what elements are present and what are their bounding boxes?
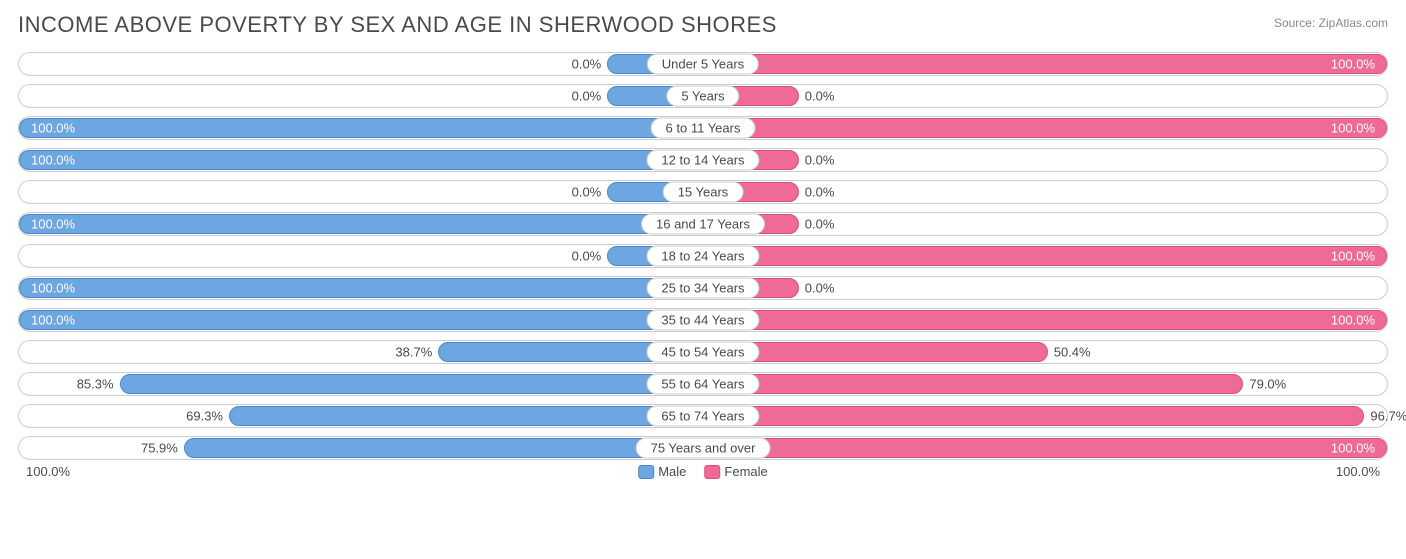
legend-item: Male <box>638 464 686 479</box>
female-value-label: 50.4% <box>1054 345 1091 360</box>
male-bar <box>19 150 703 170</box>
female-value-label: 100.0% <box>1331 249 1375 264</box>
category-label: 6 to 11 Years <box>651 118 756 139</box>
female-bar <box>703 438 1387 458</box>
male-bar <box>19 118 703 138</box>
male-value-label: 100.0% <box>31 153 75 168</box>
male-value-label: 100.0% <box>31 217 75 232</box>
male-value-label: 0.0% <box>572 57 602 72</box>
female-value-label: 0.0% <box>805 281 835 296</box>
female-value-label: 0.0% <box>805 185 835 200</box>
female-value-label: 100.0% <box>1331 313 1375 328</box>
chart-legend: Male Female <box>638 464 768 479</box>
male-bar <box>229 406 703 426</box>
legend-item: Female <box>704 464 767 479</box>
male-bar <box>120 374 703 394</box>
female-value-label: 0.0% <box>805 153 835 168</box>
category-label: 75 Years and over <box>636 438 771 459</box>
category-label: 45 to 54 Years <box>646 342 759 363</box>
female-value-label: 0.0% <box>805 217 835 232</box>
chart-row: 100.0% 0.0% 25 to 34 Years <box>18 276 1388 300</box>
female-bar <box>703 246 1387 266</box>
category-label: 25 to 34 Years <box>646 278 759 299</box>
chart-source: Source: ZipAtlas.com <box>1274 16 1388 30</box>
chart-row: 100.0% 100.0% 35 to 44 Years <box>18 308 1388 332</box>
male-bar <box>184 438 703 458</box>
male-value-label: 38.7% <box>395 345 432 360</box>
male-bar <box>19 310 703 330</box>
chart-row: 100.0% 0.0% 12 to 14 Years <box>18 148 1388 172</box>
chart-header: INCOME ABOVE POVERTY BY SEX AND AGE IN S… <box>18 12 1388 38</box>
male-value-label: 0.0% <box>572 185 602 200</box>
male-value-label: 69.3% <box>186 409 223 424</box>
category-label: 5 Years <box>666 86 739 107</box>
category-label: Under 5 Years <box>647 54 759 75</box>
category-label: 15 Years <box>663 182 744 203</box>
chart-row: 69.3%96.7%65 to 74 Years <box>18 404 1388 428</box>
legend-label: Male <box>658 464 686 479</box>
category-label: 65 to 74 Years <box>646 406 759 427</box>
male-bar <box>19 278 703 298</box>
chart-row: 75.9% 100.0% 75 Years and over <box>18 436 1388 460</box>
axis-right-label: 100.0% <box>1336 464 1380 479</box>
category-label: 55 to 64 Years <box>646 374 759 395</box>
chart-title: INCOME ABOVE POVERTY BY SEX AND AGE IN S… <box>18 12 777 38</box>
male-value-label: 100.0% <box>31 281 75 296</box>
legend-label: Female <box>724 464 767 479</box>
category-label: 35 to 44 Years <box>646 310 759 331</box>
chart-row: 0.0% 100.0% Under 5 Years <box>18 52 1388 76</box>
female-value-label: 96.7% <box>1370 409 1406 424</box>
axis-left-label: 100.0% <box>26 464 70 479</box>
female-value-label: 79.0% <box>1249 377 1286 392</box>
chart-row: 0.0% 0.0% 5 Years <box>18 84 1388 108</box>
category-label: 18 to 24 Years <box>646 246 759 267</box>
chart-row: 100.0% 100.0% 6 to 11 Years <box>18 116 1388 140</box>
chart-row: 100.0% 0.0% 16 and 17 Years <box>18 212 1388 236</box>
female-bar <box>703 406 1364 426</box>
female-bar <box>703 374 1243 394</box>
legend-swatch <box>638 465 654 479</box>
female-value-label: 100.0% <box>1331 441 1375 456</box>
male-value-label: 0.0% <box>572 89 602 104</box>
male-value-label: 85.3% <box>77 377 114 392</box>
male-bar <box>19 214 703 234</box>
female-value-label: 100.0% <box>1331 57 1375 72</box>
category-label: 12 to 14 Years <box>646 150 759 171</box>
chart-row: 85.3% 79.0% 55 to 64 Years <box>18 372 1388 396</box>
chart-row: 0.0% 100.0% 18 to 24 Years <box>18 244 1388 268</box>
female-value-label: 0.0% <box>805 89 835 104</box>
legend-swatch <box>704 465 720 479</box>
male-value-label: 100.0% <box>31 313 75 328</box>
male-value-label: 100.0% <box>31 121 75 136</box>
female-value-label: 100.0% <box>1331 121 1375 136</box>
female-bar <box>703 118 1387 138</box>
male-value-label: 0.0% <box>572 249 602 264</box>
female-bar <box>703 310 1387 330</box>
female-bar <box>703 54 1387 74</box>
diverging-bar-chart: 0.0% 100.0% Under 5 Years 0.0% 0.0% 5 Years 10… <box>18 52 1388 460</box>
chart-row: 0.0% 0.0% 15 Years <box>18 180 1388 204</box>
male-value-label: 75.9% <box>141 441 178 456</box>
category-label: 16 and 17 Years <box>641 214 765 235</box>
chart-row: 38.7% 50.4% 45 to 54 Years <box>18 340 1388 364</box>
chart-axis: 100.0% Male Female 100.0% <box>18 464 1388 484</box>
